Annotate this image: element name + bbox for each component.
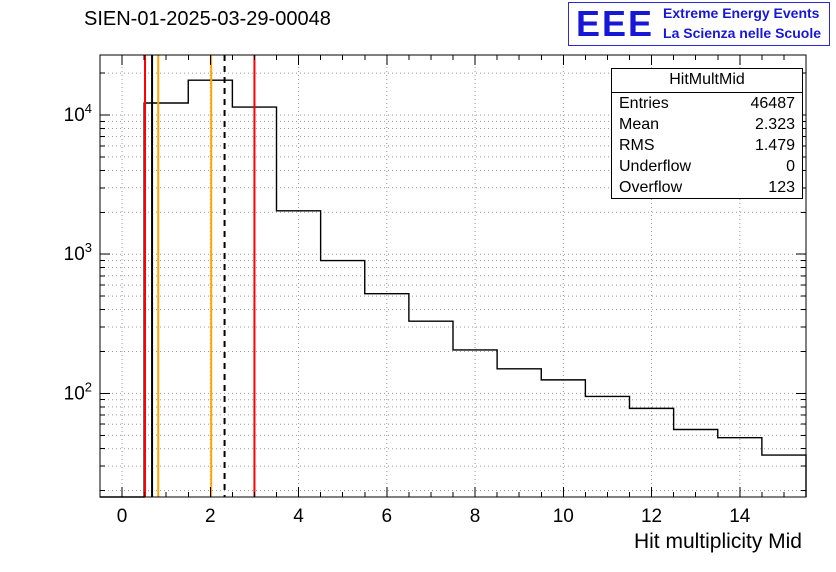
stat-label: Entries <box>619 94 669 112</box>
stat-value: 46487 <box>750 94 796 112</box>
stats-row: Overflow 123 <box>612 177 802 198</box>
svg-text:10: 10 <box>553 506 574 527</box>
stats-row: Mean 2.323 <box>612 114 802 135</box>
stats-row: RMS 1.479 <box>612 135 802 156</box>
eee-logo-text: Extreme Energy Events La Scienza nelle S… <box>663 4 821 43</box>
svg-text:103: 103 <box>64 240 92 265</box>
page-title: SIEN-01-2025-03-29-00048 <box>84 8 331 30</box>
stats-row: Underflow 0 <box>612 156 802 177</box>
svg-text:102: 102 <box>64 379 92 404</box>
stat-value: 0 <box>786 157 795 175</box>
stat-value: 1.479 <box>754 136 795 154</box>
stat-label: Overflow <box>619 178 683 196</box>
stats-title: HitMultMid <box>612 69 802 93</box>
eee-logo-line1: Extreme Energy Events <box>663 5 820 21</box>
eee-logo-line2: La Scienza nelle Scuole <box>663 24 821 41</box>
svg-text:6: 6 <box>382 506 393 527</box>
svg-text:0: 0 <box>117 506 128 527</box>
eee-logo-letters: EEE <box>576 2 655 44</box>
stats-box: HitMultMid Entries 46487 Mean 2.323 RMS … <box>611 68 803 199</box>
stats-row: Entries 46487 <box>612 93 802 114</box>
x-axis-title: Hit multiplicity Mid <box>633 530 802 553</box>
eee-logo: EEE Extreme Energy Events La Scienza nel… <box>568 2 830 47</box>
svg-text:14: 14 <box>729 506 751 527</box>
stat-value: 123 <box>768 178 795 196</box>
svg-text:8: 8 <box>470 506 481 527</box>
stat-label: Underflow <box>619 157 692 175</box>
stat-label: Mean <box>619 115 660 133</box>
stat-label: RMS <box>619 136 655 154</box>
svg-text:12: 12 <box>641 506 662 527</box>
svg-text:2: 2 <box>205 506 216 527</box>
svg-text:104: 104 <box>64 101 92 126</box>
svg-text:4: 4 <box>293 506 304 527</box>
stat-value: 2.323 <box>754 115 795 133</box>
